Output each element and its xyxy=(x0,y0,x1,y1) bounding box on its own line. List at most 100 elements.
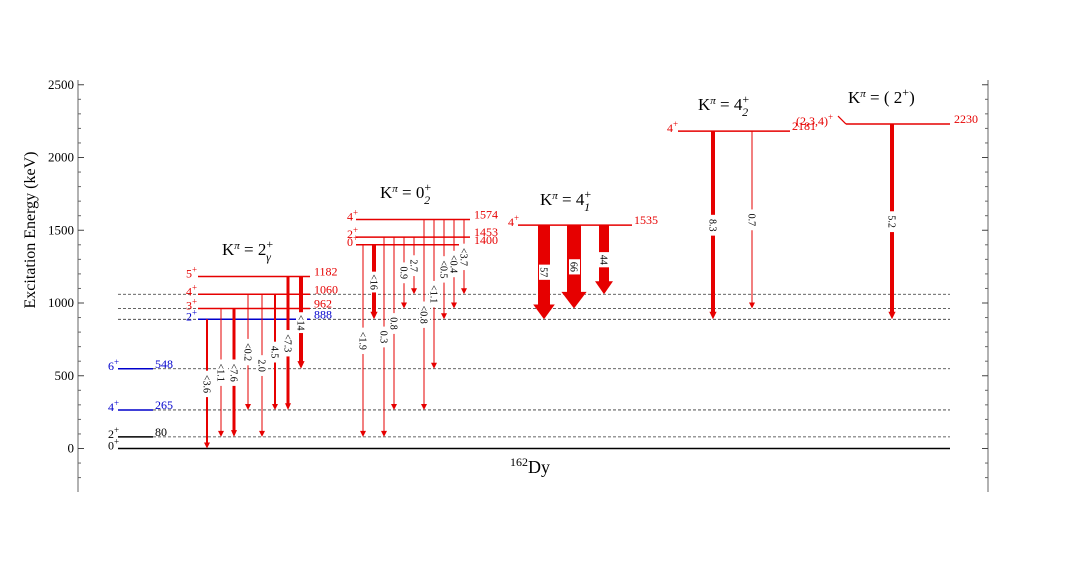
transition-arrow-head xyxy=(259,430,265,437)
transition-intensity-label: 66 xyxy=(568,259,580,275)
level-spin-label: 0+ xyxy=(108,437,119,453)
transition-intensity-label: <3.7 xyxy=(458,243,470,271)
y-axis-title: Excitation Energy (keV) xyxy=(22,152,39,309)
transition-arrow-head xyxy=(709,311,717,320)
transition-arrow-head xyxy=(561,291,587,309)
transition-intensity-label: 0.3 xyxy=(378,326,390,348)
level-spin-label: 4+ xyxy=(186,282,197,298)
level-spin-label: 4+ xyxy=(667,119,678,135)
svg-text:<0.2: <0.2 xyxy=(242,343,253,361)
transition-arrow-head xyxy=(381,430,387,437)
transition-arrow-head xyxy=(533,304,555,320)
level-energy-label: 1182 xyxy=(314,265,338,279)
level-spin-label: 2+ xyxy=(108,425,119,441)
transition-arrow-head xyxy=(245,403,251,410)
y-tick-label: 1500 xyxy=(48,222,74,237)
level-spin-label: 0+ xyxy=(347,233,358,249)
svg-text:2.7: 2.7 xyxy=(408,259,419,272)
transition-arrow-head xyxy=(421,403,427,410)
transition-intensity-label: <0.2 xyxy=(242,338,254,366)
transition-intensity-label: <3.6 xyxy=(201,370,213,398)
transition-arrow-head xyxy=(360,430,366,437)
level-energy-label: 962 xyxy=(314,297,332,311)
transition-intensity-label: <7.6 xyxy=(228,359,240,386)
level-spin-label: 4+ xyxy=(347,207,358,223)
transition-arrow-head xyxy=(272,403,278,410)
band-title: Kπ = 4+ 1 xyxy=(540,187,591,214)
transition-intensity-label: 0.8 xyxy=(388,313,400,334)
transition-arrow-head xyxy=(595,281,613,295)
transition-intensity-label: 0.9 xyxy=(398,262,410,284)
svg-text:<1.1: <1.1 xyxy=(428,285,439,303)
svg-text:<7.6: <7.6 xyxy=(228,364,239,382)
transition-arrow-head xyxy=(204,442,210,449)
svg-text:0.8: 0.8 xyxy=(388,317,399,330)
level-energy-label: 1453 xyxy=(474,225,498,239)
band-titles: Kπ = 2+ γ Kπ = 0+ 2 Kπ = 4+ 1 Kπ = 4+ 2 Kπ = ( 2… xyxy=(222,85,915,264)
transition-intensity-label: <7.3 xyxy=(282,330,294,357)
svg-text:<0.4: <0.4 xyxy=(448,255,459,273)
svg-text:<0.8: <0.8 xyxy=(418,306,429,324)
transition-arrow-head xyxy=(218,430,224,437)
svg-text:<3.6: <3.6 xyxy=(201,375,212,393)
transition-intensity-label: <0.8 xyxy=(418,301,430,328)
y-tick-label: 500 xyxy=(55,368,75,383)
level-spin-label: 2+ xyxy=(186,307,197,323)
transition-intensity-label: <14 xyxy=(295,312,307,334)
level-spin-label: 5+ xyxy=(186,265,197,281)
level-energy-label: 80 xyxy=(155,425,167,439)
transition-intensity-label: 5.2 xyxy=(886,211,898,233)
transition-arrow-head xyxy=(297,361,305,369)
svg-text:66: 66 xyxy=(568,262,579,272)
transition-arrow-head xyxy=(285,403,291,410)
nucleus-mass: 162 xyxy=(510,455,528,469)
transition-intensity-label: 44 xyxy=(598,252,610,268)
transition-intensity-label: 4.5 xyxy=(269,341,281,363)
y-tick-label: 1000 xyxy=(48,295,74,310)
transition-arrow-head xyxy=(431,362,437,369)
nucleus-label: 162Dy xyxy=(510,455,550,477)
level-spin-label: 4+ xyxy=(108,398,119,414)
svg-text:<3.7: <3.7 xyxy=(458,248,469,266)
band-title: Kπ = 2+ γ xyxy=(222,237,273,264)
level-spin-label: 6+ xyxy=(108,357,119,373)
band-title: Kπ = 4+ 2 xyxy=(698,92,749,119)
svg-text:8.3: 8.3 xyxy=(707,219,718,232)
svg-text:<14: <14 xyxy=(295,315,306,331)
level-energy-label: 1060 xyxy=(314,282,338,296)
transition-intensity-label: <16 xyxy=(368,271,380,293)
transition-intensity-label: 2.7 xyxy=(408,255,420,277)
transition-arrow-head xyxy=(370,311,378,320)
transition-intensity-label: <1.1 xyxy=(215,359,227,386)
transition-intensity-label: <0.5 xyxy=(438,256,450,283)
svg-text:0.3: 0.3 xyxy=(378,331,389,344)
level-spin-label: (2,3,4)+ xyxy=(796,112,833,128)
y-tick-label: 0 xyxy=(68,441,75,456)
transition-arrow-head xyxy=(749,302,755,309)
svg-text:4.5: 4.5 xyxy=(269,346,280,359)
svg-text:2.0: 2.0 xyxy=(256,359,267,372)
transition-intensity-label: <1.1 xyxy=(428,280,440,308)
band-title: Kπ = 0+ 2 xyxy=(380,180,431,207)
transition-arrow-head xyxy=(411,288,417,295)
transition-intensity-label: 8.3 xyxy=(707,214,719,236)
svg-text:<7.3: <7.3 xyxy=(282,334,293,352)
spin-connector xyxy=(837,115,847,125)
level-energy-label: 265 xyxy=(155,398,173,412)
band-title: Kπ = ( 2+) xyxy=(848,85,915,107)
transition-arrow-head xyxy=(391,403,397,410)
svg-text:<1.1: <1.1 xyxy=(215,364,226,382)
level-energy-label: 548 xyxy=(155,357,173,371)
transition-intensity-label: <0.4 xyxy=(448,250,460,278)
level-energy-label: 1400 xyxy=(474,233,498,247)
transition-arrow-head xyxy=(401,302,407,309)
level-energy-label: 1535 xyxy=(634,213,658,227)
transition-arrow-head xyxy=(888,311,896,320)
level-spin-label: 2+ xyxy=(347,225,358,241)
transition-arrow-head xyxy=(231,430,237,437)
level-spin-label: 3+ xyxy=(186,297,197,313)
dashed-reference-lines xyxy=(118,293,950,438)
